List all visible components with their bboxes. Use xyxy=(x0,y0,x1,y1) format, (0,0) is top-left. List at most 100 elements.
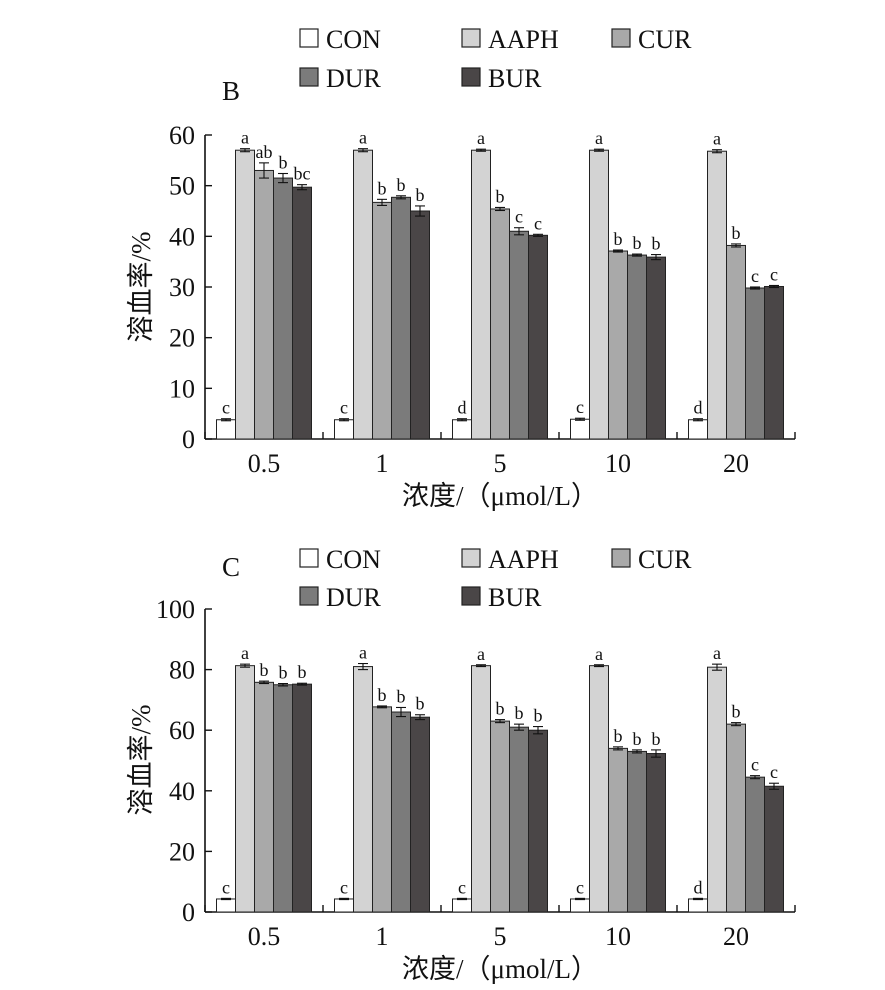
significance-label: d xyxy=(694,398,703,418)
bar-cur xyxy=(726,723,746,913)
significance-label: a xyxy=(241,128,249,148)
bar-con xyxy=(570,898,590,913)
bar-aaph xyxy=(235,665,255,913)
significance-label: a xyxy=(595,644,603,664)
significance-label: b xyxy=(416,185,425,205)
legend-label-cur: CUR xyxy=(638,545,692,574)
bar-cur xyxy=(726,244,746,440)
significance-label: b xyxy=(496,186,505,206)
significance-label: b xyxy=(298,662,307,682)
bar-cur xyxy=(254,681,274,913)
bar-dur xyxy=(627,750,647,913)
significance-label: b xyxy=(279,663,288,683)
legend-swatch-dur xyxy=(299,586,319,606)
significance-label: b xyxy=(614,229,623,249)
significance-label: b xyxy=(614,726,623,746)
x-tick-label: 10 xyxy=(605,449,631,478)
bar-dur xyxy=(391,711,411,913)
x-tick-label: 20 xyxy=(723,449,749,478)
significance-label: c xyxy=(770,264,778,284)
bar-aaph xyxy=(589,149,609,440)
bar-cur xyxy=(254,169,274,440)
bar-bur xyxy=(292,683,312,913)
bar-con xyxy=(452,898,472,913)
legend-swatch-con xyxy=(299,548,319,568)
x-tick-label: 1 xyxy=(376,449,389,478)
y-tick-label: 60 xyxy=(169,121,195,150)
significance-label: b xyxy=(652,234,661,254)
significance-label: c xyxy=(751,266,759,286)
significance-label: b xyxy=(397,175,406,195)
significance-label: c xyxy=(576,397,584,417)
y-tick-label: 20 xyxy=(169,837,195,866)
significance-label: b xyxy=(633,729,642,749)
bar-bur xyxy=(646,256,666,440)
significance-label: d xyxy=(458,398,467,418)
legend-label-con: CON xyxy=(326,25,381,54)
significance-label: b xyxy=(534,706,543,726)
y-tick-label: 100 xyxy=(156,595,195,624)
significance-label: a xyxy=(359,643,367,663)
legend-swatch-aaph xyxy=(461,28,481,48)
bar-dur xyxy=(509,726,529,913)
panel-label: B xyxy=(222,76,240,106)
y-axis-title: 溶血率/% xyxy=(126,232,156,343)
bar-bur xyxy=(292,186,312,440)
significance-label: a xyxy=(713,129,721,149)
bar-cur xyxy=(372,201,392,440)
bar-bur xyxy=(764,285,784,440)
x-tick-label: 0.5 xyxy=(248,449,281,478)
significance-label: b xyxy=(732,702,741,722)
significance-label: a xyxy=(595,128,603,148)
significance-label: a xyxy=(713,643,721,663)
significance-label: b xyxy=(378,685,387,705)
bar-con xyxy=(216,419,236,440)
bar-aaph xyxy=(471,149,491,440)
y-tick-label: 10 xyxy=(169,374,195,403)
significance-label: b xyxy=(416,694,425,714)
panel-label: C xyxy=(222,552,240,582)
x-axis-title: 浓度/（μmol/L） xyxy=(402,954,598,984)
bar-cur xyxy=(490,720,510,913)
legend-label-cur: CUR xyxy=(638,25,692,54)
significance-label: a xyxy=(359,128,367,148)
bar-dur xyxy=(273,177,293,440)
significance-label: b xyxy=(652,729,661,749)
significance-label: ab xyxy=(256,142,273,162)
legend-label-bur: BUR xyxy=(488,583,542,612)
bar-bur xyxy=(528,234,548,440)
significance-label: b xyxy=(397,686,406,706)
significance-label: c xyxy=(576,877,584,897)
significance-label: c xyxy=(458,877,466,897)
y-tick-label: 20 xyxy=(169,324,195,353)
x-tick-label: 1 xyxy=(376,922,389,951)
legend-label-aaph: AAPH xyxy=(488,545,559,574)
bar-con xyxy=(216,898,236,913)
significance-label: c xyxy=(515,207,523,227)
x-tick-label: 10 xyxy=(605,922,631,951)
y-tick-label: 50 xyxy=(169,172,195,201)
bar-bur xyxy=(646,753,666,913)
significance-label: d xyxy=(694,877,703,897)
significance-label: c xyxy=(222,877,230,897)
legend-swatch-aaph xyxy=(461,548,481,568)
y-tick-label: 60 xyxy=(169,716,195,745)
bar-bur xyxy=(410,716,430,913)
legend-swatch-cur xyxy=(611,548,631,568)
significance-label: b xyxy=(732,223,741,243)
bar-aaph xyxy=(353,666,373,913)
significance-label: c xyxy=(222,398,230,418)
bar-cur xyxy=(372,706,392,913)
bar-con xyxy=(334,419,354,440)
y-tick-label: 0 xyxy=(182,898,195,927)
significance-label: c xyxy=(340,877,348,897)
bar-aaph xyxy=(707,150,727,440)
x-tick-label: 5 xyxy=(494,922,507,951)
bar-dur xyxy=(273,684,293,913)
legend-swatch-con xyxy=(299,28,319,48)
y-tick-label: 40 xyxy=(169,777,195,806)
bar-aaph xyxy=(589,665,609,913)
